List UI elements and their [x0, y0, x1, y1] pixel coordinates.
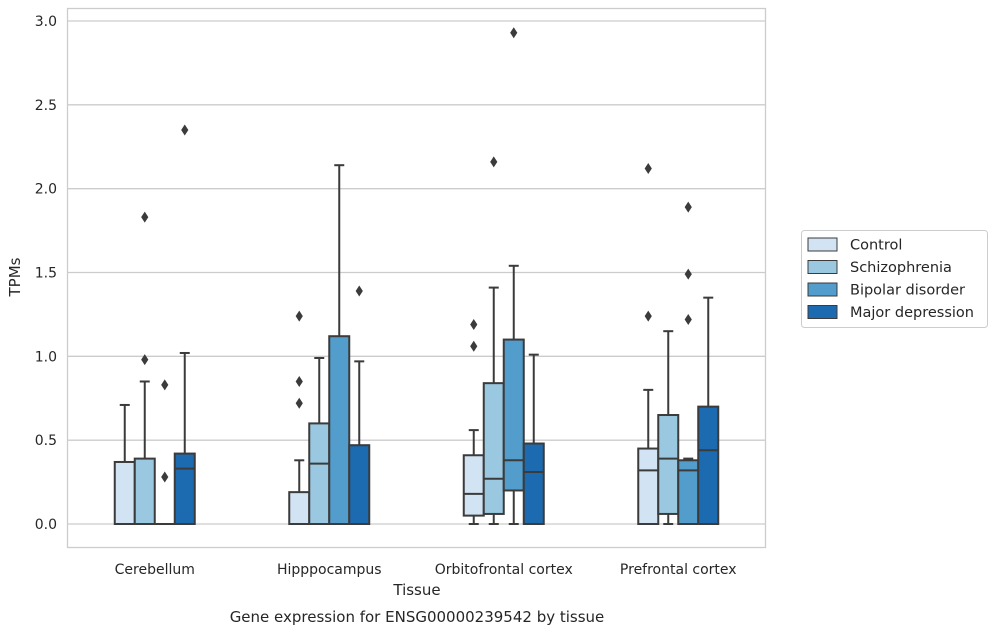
legend-swatch: [807, 282, 838, 297]
box-body: [697, 405, 720, 525]
legend[interactable]: Control Schizophrenia Bipolar disorder Majo…: [801, 230, 988, 328]
box-body: [637, 447, 660, 525]
x-tick-label: Cerebellum: [115, 562, 195, 578]
box-body: [328, 335, 351, 526]
x-tick-label: Hipppocampus: [277, 562, 382, 578]
legend-swatch: [807, 260, 838, 274]
outlier-point: [181, 124, 189, 136]
x-tick-labels: Cerebellum Hipppocampus Orbitofrontal cort…: [115, 562, 737, 578]
outlier-point: [644, 163, 652, 175]
box-body: [288, 491, 311, 526]
y-tick-label: 0.0: [35, 517, 57, 533]
box-3-2: [522, 353, 545, 525]
box-0-0: [113, 403, 136, 526]
outlier-point: [470, 340, 478, 352]
legend-swatch: [807, 305, 838, 319]
box-0-2: [462, 318, 485, 525]
box-1-0: [133, 211, 156, 525]
box-3-0: [173, 124, 196, 525]
outlier-point: [470, 318, 478, 330]
box-2-3: [677, 201, 700, 525]
box-body: [173, 452, 196, 525]
plot-frame: [66, 7, 767, 549]
box-body: [522, 442, 545, 525]
outlier-point: [684, 268, 692, 280]
box-body: [348, 444, 371, 525]
outlier-point: [295, 310, 303, 322]
outlier-point: [490, 156, 498, 168]
legend-label: Bipolar disorder: [850, 283, 965, 299]
box-3-1: [348, 285, 371, 525]
box-1-3: [657, 330, 680, 525]
outlier-point: [644, 310, 652, 322]
box-0-1: [288, 310, 311, 526]
legend-frame: [801, 230, 988, 328]
box-1-1: [308, 357, 331, 525]
y-tick-label: 2.5: [35, 98, 57, 114]
y-tick-label: 1.0: [35, 349, 57, 365]
legend-label: Major depression: [850, 305, 974, 321]
box-2-2: [502, 27, 525, 525]
outlier-point: [295, 397, 303, 409]
outlier-point: [684, 201, 692, 213]
x-axis-title: Tissue: [392, 581, 440, 599]
legend-items: Control Schizophrenia Bipolar disorder Majo…: [807, 237, 974, 321]
box-body: [133, 457, 156, 525]
outlier-point: [141, 354, 149, 366]
y-tick-label: 0.5: [35, 433, 57, 449]
y-tick-label: 3.0: [35, 14, 57, 30]
y-tick-label: 1.5: [35, 266, 57, 282]
legend-swatch: [807, 237, 838, 252]
outlier-point: [510, 27, 518, 39]
legend-label: Schizophrenia: [850, 260, 952, 276]
outlier-point: [355, 285, 363, 297]
outlier-point: [684, 313, 692, 325]
x-tick-label: Orbitofrontal cortex: [435, 562, 573, 578]
outlier-point: [295, 375, 303, 387]
y-tick-label: 2.0: [35, 182, 57, 198]
legend-label: Control: [850, 238, 902, 254]
box-body: [502, 338, 525, 492]
chart-caption: Gene expression for ENSG00000239542 by t…: [230, 608, 605, 626]
box-0-3: [637, 163, 660, 525]
box-2-1: [328, 164, 351, 526]
y-axis-title: TPMs: [6, 257, 24, 297]
outlier-point: [161, 379, 169, 391]
box-3-3: [697, 296, 720, 525]
outlier-point: [141, 211, 149, 223]
x-tick-label: Prefrontal cortex: [620, 562, 737, 578]
box-body: [482, 382, 505, 515]
box-body: [657, 414, 680, 515]
box-groups: [113, 27, 720, 526]
box-2-0: [153, 379, 176, 526]
y-tick-labels: 0.0 0.5 1.0 1.5 2.0 2.5 3.0: [35, 14, 57, 533]
box-body: [113, 460, 136, 526]
outlier-point: [161, 471, 169, 483]
box-body: [308, 422, 331, 525]
box-body: [462, 454, 485, 517]
box-1-2: [482, 156, 505, 525]
